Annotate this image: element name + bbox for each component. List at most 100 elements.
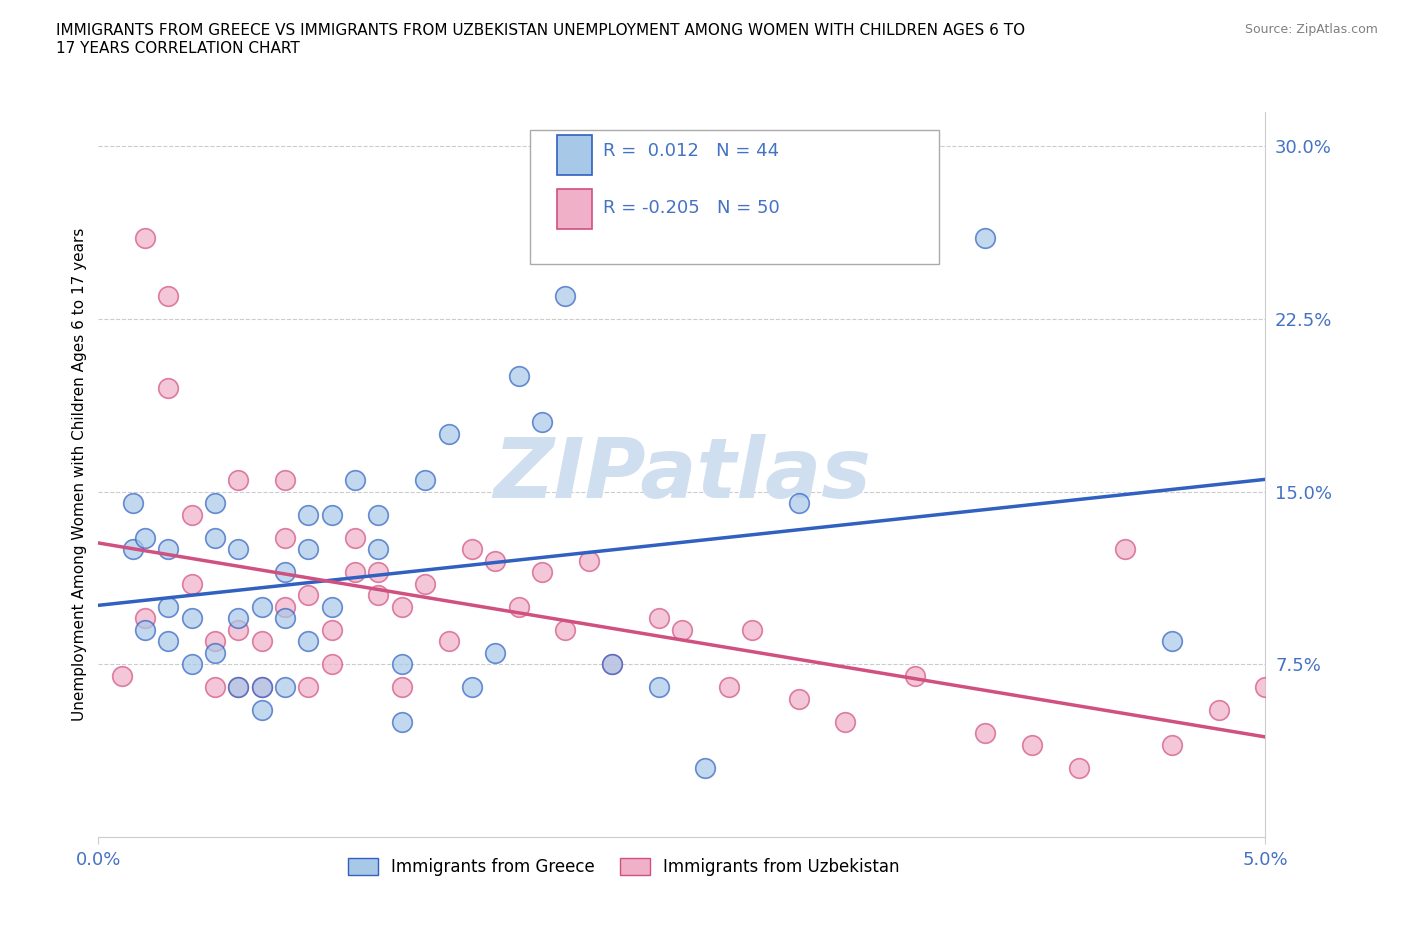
- Point: [391, 714, 413, 729]
- Point: [157, 599, 180, 614]
- Point: [1067, 761, 1090, 776]
- Point: [204, 645, 226, 660]
- Point: [321, 657, 343, 671]
- Text: ZIPatlas: ZIPatlas: [494, 433, 870, 515]
- Point: [180, 611, 202, 626]
- Point: [437, 634, 460, 649]
- Point: [647, 680, 669, 695]
- Point: [787, 691, 810, 706]
- Bar: [557, 189, 592, 229]
- Point: [157, 634, 180, 649]
- Point: [274, 680, 297, 695]
- Point: [391, 680, 413, 695]
- Point: [695, 761, 717, 776]
- Point: [321, 507, 343, 522]
- Point: [554, 622, 576, 637]
- Point: [787, 496, 810, 511]
- Y-axis label: Unemployment Among Women with Children Ages 6 to 17 years: Unemployment Among Women with Children A…: [72, 228, 87, 721]
- Point: [250, 680, 273, 695]
- Point: [228, 680, 250, 695]
- Point: [297, 634, 319, 649]
- Point: [367, 565, 389, 579]
- Point: [228, 680, 250, 695]
- Point: [250, 703, 273, 718]
- Point: [228, 622, 250, 637]
- Point: [297, 507, 319, 522]
- Point: [250, 634, 273, 649]
- Point: [508, 599, 530, 614]
- Point: [530, 415, 553, 430]
- Text: R =  0.012   N = 44: R = 0.012 N = 44: [603, 142, 779, 160]
- Point: [274, 599, 297, 614]
- Point: [157, 541, 180, 556]
- Text: IMMIGRANTS FROM GREECE VS IMMIGRANTS FROM UZBEKISTAN UNEMPLOYMENT AMONG WOMEN WI: IMMIGRANTS FROM GREECE VS IMMIGRANTS FRO…: [56, 23, 1025, 56]
- Point: [250, 599, 273, 614]
- Point: [157, 288, 180, 303]
- Point: [413, 577, 436, 591]
- Point: [122, 541, 145, 556]
- Point: [1208, 703, 1230, 718]
- Point: [1161, 634, 1184, 649]
- Point: [344, 565, 367, 579]
- Point: [391, 599, 413, 614]
- Point: [904, 669, 927, 684]
- Point: [367, 588, 389, 603]
- Point: [1114, 541, 1136, 556]
- Point: [297, 588, 319, 603]
- Point: [578, 553, 600, 568]
- Point: [600, 657, 623, 671]
- Point: [134, 622, 156, 637]
- Point: [228, 611, 250, 626]
- Legend: Immigrants from Greece, Immigrants from Uzbekistan: Immigrants from Greece, Immigrants from …: [340, 852, 907, 883]
- Point: [204, 680, 226, 695]
- Point: [344, 530, 367, 545]
- Point: [508, 369, 530, 384]
- Point: [228, 472, 250, 487]
- Point: [321, 599, 343, 614]
- Point: [461, 541, 484, 556]
- Point: [484, 645, 506, 660]
- Point: [367, 541, 389, 556]
- Point: [1254, 680, 1277, 695]
- Point: [250, 680, 273, 695]
- Point: [134, 530, 156, 545]
- Point: [204, 496, 226, 511]
- Point: [274, 530, 297, 545]
- Point: [671, 622, 693, 637]
- Text: Source: ZipAtlas.com: Source: ZipAtlas.com: [1244, 23, 1378, 36]
- Point: [204, 530, 226, 545]
- Point: [180, 577, 202, 591]
- Point: [157, 380, 180, 395]
- Point: [974, 231, 997, 246]
- Point: [180, 657, 202, 671]
- Point: [647, 611, 669, 626]
- Point: [134, 231, 156, 246]
- Point: [530, 565, 553, 579]
- Point: [391, 657, 413, 671]
- Bar: [557, 135, 592, 175]
- Text: R = -0.205   N = 50: R = -0.205 N = 50: [603, 199, 779, 217]
- Point: [367, 507, 389, 522]
- Point: [344, 472, 367, 487]
- Point: [413, 472, 436, 487]
- Point: [111, 669, 134, 684]
- Point: [122, 496, 145, 511]
- Point: [437, 427, 460, 442]
- Point: [1161, 737, 1184, 752]
- Point: [228, 541, 250, 556]
- Point: [554, 288, 576, 303]
- FancyBboxPatch shape: [530, 130, 939, 264]
- Point: [274, 565, 297, 579]
- Point: [461, 680, 484, 695]
- Point: [974, 726, 997, 741]
- Point: [274, 472, 297, 487]
- Point: [180, 507, 202, 522]
- Point: [134, 611, 156, 626]
- Point: [274, 611, 297, 626]
- Point: [717, 680, 740, 695]
- Point: [297, 541, 319, 556]
- Point: [834, 714, 856, 729]
- Point: [741, 622, 763, 637]
- Point: [204, 634, 226, 649]
- Point: [600, 657, 623, 671]
